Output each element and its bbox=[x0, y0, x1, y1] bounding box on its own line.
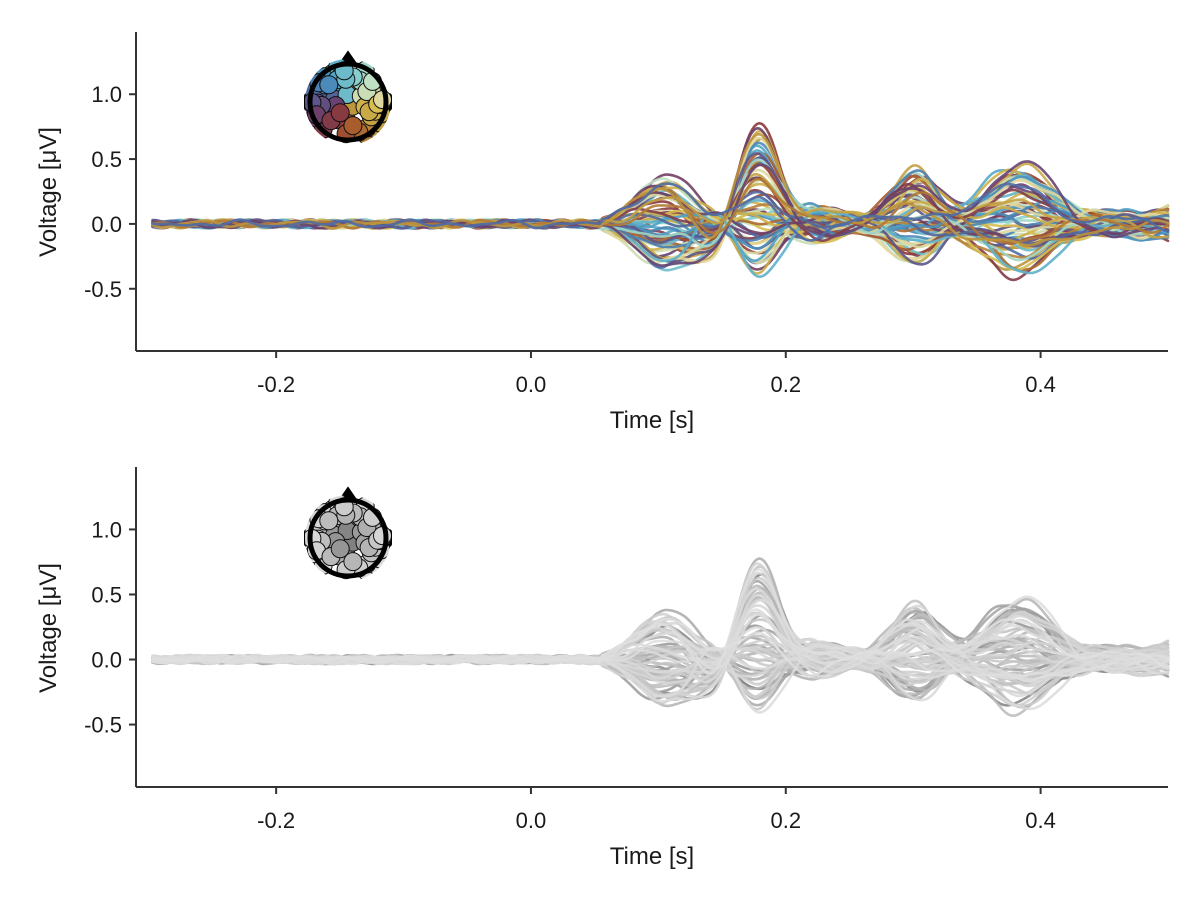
electrode-marker bbox=[330, 103, 350, 123]
electrode-layer bbox=[305, 495, 391, 581]
x-axis-label: Time [s] bbox=[610, 843, 694, 870]
x-tick-label: -0.2 bbox=[257, 372, 295, 397]
x-axis-label: Time [s] bbox=[610, 407, 694, 434]
channel-trace bbox=[151, 187, 1170, 243]
electrode-marker bbox=[319, 511, 339, 531]
y-tick-label: 0.0 bbox=[91, 212, 122, 237]
topoplot-inset bbox=[304, 486, 392, 581]
y-tick-label: 0.5 bbox=[91, 147, 122, 172]
y-tick-label: -0.5 bbox=[84, 277, 122, 302]
y-axis-label: Voltage [μV] bbox=[35, 127, 62, 257]
x-tick-label: 0.0 bbox=[516, 808, 547, 833]
electrode-layer bbox=[305, 59, 391, 145]
x-tick-label: 0.0 bbox=[516, 372, 547, 397]
channel-trace bbox=[151, 622, 1170, 679]
y-tick-label: 0.0 bbox=[91, 648, 122, 673]
y-tick-label: 0.5 bbox=[91, 582, 122, 607]
y-tick-label: 1.0 bbox=[91, 517, 122, 542]
y-axis-label: Voltage [μV] bbox=[35, 563, 62, 693]
x-tick-label: 0.4 bbox=[1025, 372, 1056, 397]
x-tick-label: -0.2 bbox=[257, 808, 295, 833]
electrode-marker bbox=[343, 552, 363, 572]
x-tick-label: 0.2 bbox=[770, 372, 801, 397]
x-ticks: -0.2 0.0 0.2 0.4 bbox=[257, 351, 1056, 397]
x-ticks: -0.2 0.0 0.2 0.4 bbox=[257, 787, 1056, 833]
channel-trace bbox=[151, 182, 1170, 242]
head-outline-shape bbox=[307, 497, 389, 579]
channel-trace bbox=[151, 617, 1170, 678]
topoplot-inset bbox=[304, 50, 392, 145]
y-ticks: -0.5 0.0 0.5 1.0 bbox=[84, 517, 136, 738]
y-ticks: -0.5 0.0 0.5 1.0 bbox=[84, 82, 136, 302]
electrode-marker bbox=[330, 539, 350, 559]
channel-trace bbox=[151, 613, 1170, 680]
traces-layer bbox=[151, 121, 1170, 282]
electrode-marker bbox=[319, 75, 339, 95]
traces-layer bbox=[151, 557, 1170, 717]
x-tick-label: 0.4 bbox=[1025, 808, 1056, 833]
y-tick-label: 1.0 bbox=[91, 82, 122, 107]
electrode-marker bbox=[343, 116, 363, 136]
head-outline-shape bbox=[307, 61, 389, 143]
chart-panel-colored: -0.5 0.0 0.5 1.0 -0.2 0.0 0.2 0.4 Time [s] Vol… bbox=[35, 32, 1170, 434]
channel-trace bbox=[151, 177, 1170, 244]
x-tick-label: 0.2 bbox=[770, 808, 801, 833]
y-tick-label: -0.5 bbox=[84, 713, 122, 738]
chart-panel-grayscale: -0.5 0.0 0.5 1.0 -0.2 0.0 0.2 0.4 Time [s] Vol… bbox=[35, 467, 1170, 870]
